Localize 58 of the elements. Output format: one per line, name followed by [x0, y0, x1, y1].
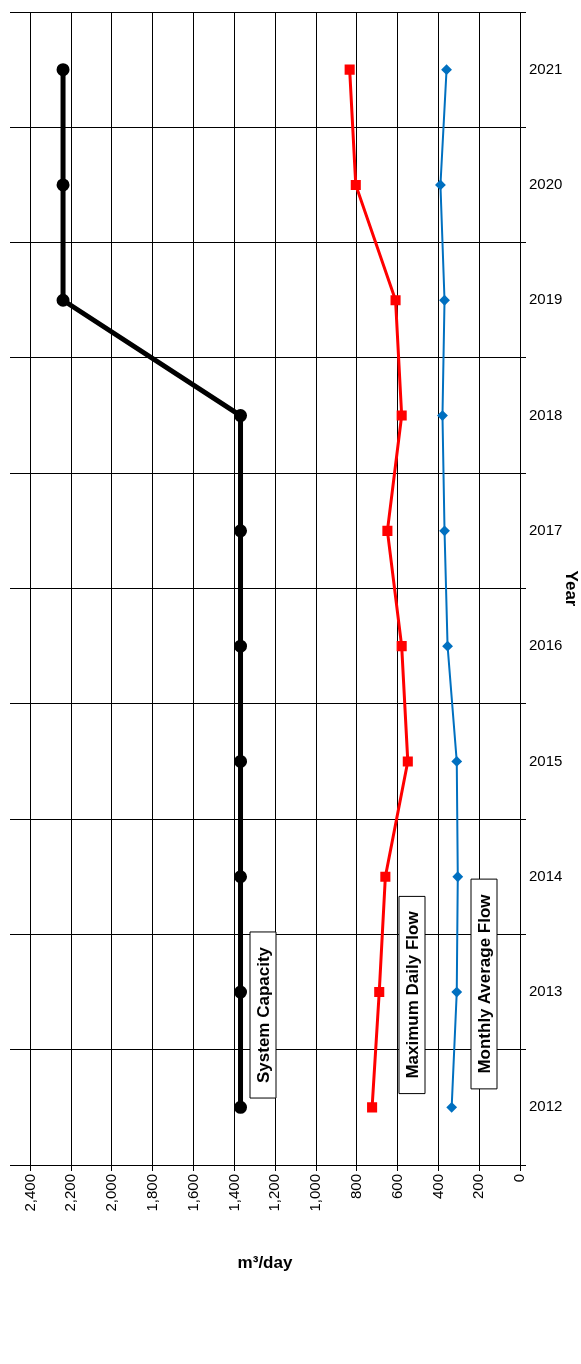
point — [56, 293, 70, 307]
point — [439, 295, 450, 306]
point — [402, 756, 413, 767]
point — [439, 525, 450, 536]
point — [234, 524, 248, 538]
text: Maximum Daily Flow — [402, 910, 422, 1079]
text: System Capacity — [253, 946, 273, 1084]
y-tick-label: 2012 — [529, 1097, 563, 1115]
point — [451, 756, 462, 767]
point — [437, 410, 448, 421]
x-tick-label: 1,800 — [142, 1174, 160, 1212]
point — [382, 525, 393, 536]
y-tick-label: 2017 — [529, 520, 563, 538]
x-tick-label: 0 — [510, 1174, 528, 1183]
x-tick-label: 600 — [387, 1174, 405, 1200]
point — [344, 64, 355, 75]
point — [451, 987, 462, 998]
x-tick-label: 800 — [346, 1174, 364, 1200]
point — [56, 63, 70, 77]
y-tick-label: 2019 — [529, 290, 563, 308]
point — [234, 985, 248, 999]
point — [350, 179, 361, 190]
point — [390, 295, 401, 306]
point — [446, 1102, 457, 1113]
point — [396, 410, 407, 421]
point — [380, 871, 391, 882]
point — [56, 178, 70, 192]
point — [396, 641, 407, 652]
text: Monthly Average Flow — [474, 893, 494, 1074]
y-tick-label: 2016 — [529, 636, 563, 654]
x-tick-label: 2,200 — [61, 1174, 79, 1212]
x-tick-label: 1,000 — [306, 1174, 324, 1212]
x-tick-label: 2,400 — [20, 1174, 38, 1212]
x-tick-label: 200 — [469, 1174, 487, 1200]
x-tick-label: 1,400 — [224, 1174, 242, 1212]
y-tick-label: 2015 — [529, 751, 563, 769]
y-tick-label: 2013 — [529, 982, 563, 1000]
point — [234, 754, 248, 768]
point — [367, 1102, 378, 1113]
x-tick-label: 400 — [428, 1174, 446, 1200]
point — [442, 641, 453, 652]
y-axis-title: Year — [562, 570, 581, 607]
point — [374, 987, 385, 998]
point — [234, 1100, 248, 1114]
point — [435, 179, 446, 190]
x-tick-label: 1,600 — [183, 1174, 201, 1212]
y-tick-label: 2018 — [529, 405, 563, 423]
point — [234, 409, 248, 423]
point — [234, 870, 248, 884]
x-tick-label: 2,000 — [102, 1174, 120, 1212]
x-tick-label: 1,200 — [265, 1174, 283, 1212]
x-axis-title: m³/day — [237, 1253, 293, 1273]
y-tick-label: 2020 — [529, 175, 563, 193]
y-tick-label: 2014 — [529, 866, 563, 884]
point — [234, 639, 248, 653]
point — [452, 871, 463, 882]
point — [441, 64, 452, 75]
y-tick-label: 2021 — [529, 59, 563, 77]
